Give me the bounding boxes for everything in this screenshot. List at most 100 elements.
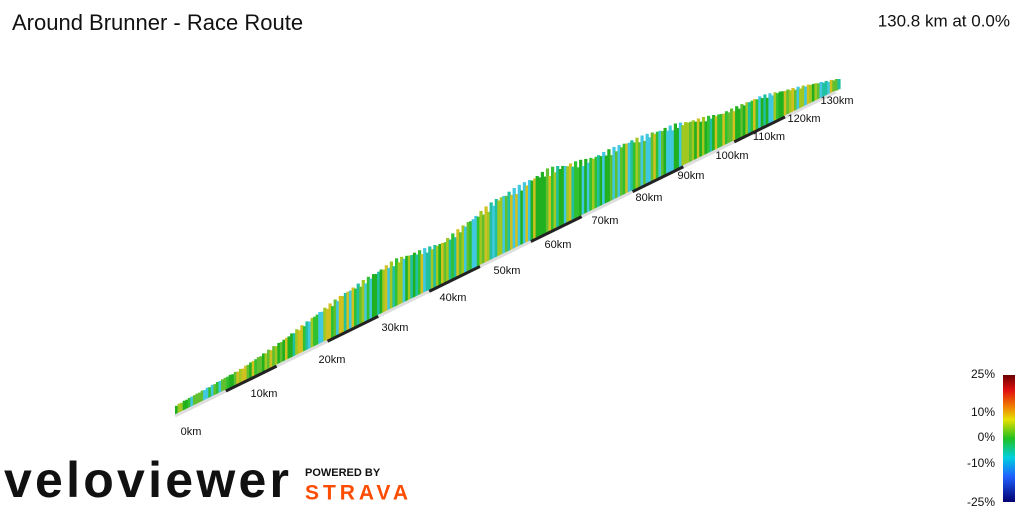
profile-slice bbox=[666, 130, 670, 174]
km-segment bbox=[174, 389, 227, 418]
distance-markers: 0km 10km 20km 30km 40km 50km 60km 70km 80km 90km 1… bbox=[174, 90, 854, 438]
profile-slice bbox=[377, 271, 381, 315]
profile-slice bbox=[837, 79, 841, 90]
profile-slice bbox=[371, 274, 376, 318]
profile-slice bbox=[274, 346, 278, 366]
profile-slice bbox=[233, 371, 237, 386]
profile-slice bbox=[502, 195, 506, 254]
profile-slice bbox=[650, 132, 654, 181]
profile-slice bbox=[814, 83, 818, 101]
profile-slice bbox=[758, 96, 762, 129]
profile-slice bbox=[745, 102, 749, 135]
profile-slice bbox=[366, 276, 370, 320]
profile-slice bbox=[361, 280, 365, 323]
profile-slice bbox=[251, 360, 255, 377]
profile-slice bbox=[487, 211, 491, 261]
profile-slice bbox=[438, 244, 442, 285]
profile-slice bbox=[341, 296, 345, 333]
profile-slice bbox=[492, 205, 496, 259]
profile-slice bbox=[285, 337, 289, 361]
profile-slice bbox=[418, 250, 422, 295]
profile-slice bbox=[441, 242, 445, 284]
profile-slice bbox=[571, 166, 575, 220]
profile-slice bbox=[625, 143, 629, 194]
profile-slice bbox=[192, 395, 197, 406]
profile-slice bbox=[556, 166, 560, 228]
profile-slice bbox=[264, 353, 268, 371]
km-label: 50km bbox=[494, 265, 521, 277]
profile-slice bbox=[819, 82, 823, 98]
km-label: 100km bbox=[715, 150, 748, 162]
gradient-scale bbox=[1003, 375, 1015, 502]
profile-slice bbox=[458, 232, 463, 275]
km-label: 110km bbox=[753, 131, 785, 143]
km-segment bbox=[530, 215, 583, 243]
profile-slice bbox=[512, 188, 516, 249]
profile-slice bbox=[753, 99, 757, 131]
profile-slice bbox=[551, 166, 555, 230]
profile-slice bbox=[594, 156, 598, 209]
profile-slice bbox=[704, 121, 708, 155]
profile-slice bbox=[466, 222, 470, 272]
profile-slice bbox=[297, 330, 301, 354]
profile-slice bbox=[351, 287, 355, 328]
profile-slice bbox=[632, 142, 636, 190]
km-segment bbox=[276, 339, 329, 368]
profile-slice bbox=[778, 91, 782, 118]
profile-slice bbox=[244, 365, 248, 381]
profile-slice bbox=[310, 317, 314, 348]
profile-slice bbox=[461, 225, 465, 274]
profile-slice bbox=[696, 118, 700, 159]
profile-slice bbox=[412, 252, 417, 298]
profile-slice bbox=[302, 326, 307, 352]
profile-slice bbox=[338, 295, 342, 334]
profile-slice bbox=[435, 245, 440, 287]
profile-slice bbox=[446, 238, 450, 282]
profile-slice bbox=[671, 130, 675, 171]
profile-slice bbox=[684, 122, 688, 165]
km-segment bbox=[581, 190, 634, 218]
profile-slice bbox=[356, 283, 360, 325]
km-label: 70km bbox=[592, 215, 619, 227]
profile-slice bbox=[510, 194, 514, 250]
profile-slice bbox=[282, 339, 286, 362]
profile-slice bbox=[259, 356, 263, 373]
profile-slice bbox=[300, 325, 304, 353]
profile-slice bbox=[701, 117, 706, 156]
profile-slice bbox=[241, 368, 245, 382]
profile-slice bbox=[272, 346, 276, 367]
profile-slice bbox=[658, 130, 662, 178]
profile-slice bbox=[256, 357, 260, 374]
profile-slice bbox=[584, 158, 588, 214]
profile-slice bbox=[530, 180, 534, 240]
profile-slice bbox=[318, 312, 322, 344]
profile-slice bbox=[607, 149, 611, 203]
profile-slice bbox=[545, 168, 550, 233]
title: Around Brunner - Race Route bbox=[12, 10, 303, 35]
profile-slice bbox=[809, 84, 813, 104]
profile-slice bbox=[822, 82, 826, 97]
profile-slice bbox=[637, 142, 642, 187]
profile-slice bbox=[507, 191, 511, 251]
profile-slice bbox=[387, 267, 391, 310]
profile-slice bbox=[566, 166, 570, 223]
profile-slice bbox=[359, 286, 363, 324]
legend-label: 0% bbox=[978, 430, 996, 444]
profile-slice bbox=[185, 399, 189, 409]
profile-slice bbox=[622, 143, 626, 195]
profile-slice bbox=[589, 157, 593, 211]
profile-slice bbox=[415, 254, 419, 297]
profile-slice bbox=[423, 248, 427, 293]
profile-slice bbox=[384, 265, 388, 312]
profile-slice bbox=[325, 308, 330, 340]
profile-slice bbox=[269, 350, 273, 368]
profile-slice bbox=[215, 382, 220, 394]
profile-slice bbox=[448, 239, 452, 280]
profile-slice bbox=[712, 115, 716, 151]
profile-slice bbox=[323, 307, 327, 342]
profile-slice bbox=[811, 83, 816, 102]
profile-slice bbox=[727, 112, 731, 144]
profile-slice bbox=[249, 362, 253, 378]
profile-slice bbox=[765, 97, 769, 125]
